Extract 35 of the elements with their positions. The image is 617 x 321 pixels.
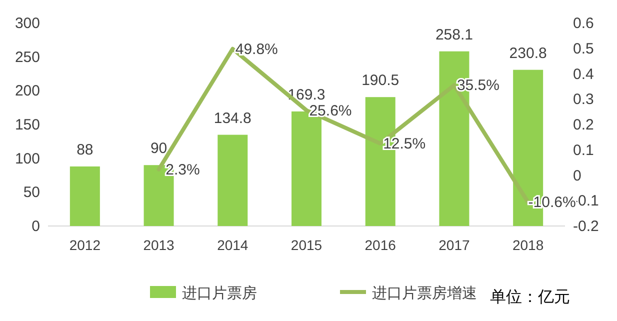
x-tick-label: 2016 <box>364 237 396 253</box>
y2-tick-label: 0.3 <box>573 91 594 108</box>
data-label: 134.8 <box>214 110 252 127</box>
y-tick-label: 250 <box>14 48 40 66</box>
x-tick-label: 2018 <box>512 237 544 253</box>
data-label: 258.1 <box>435 26 473 44</box>
x-tick-label: 2012 <box>69 237 101 253</box>
y2-tick-label: 0.5 <box>573 40 594 58</box>
y-tick-label: 100 <box>14 150 40 168</box>
x-tick-label: 2013 <box>143 237 175 253</box>
y2-tick-label: 0.4 <box>573 66 594 83</box>
data-label: 25.6% <box>309 102 352 120</box>
x-tick-label: 2014 <box>217 237 248 253</box>
y2-tick-label: 0.6 <box>573 15 594 32</box>
y2-tick-label: 0.2 <box>573 116 594 134</box>
y-tick-label: 150 <box>14 116 40 134</box>
data-label: 190.5 <box>362 72 400 90</box>
bar <box>70 166 100 226</box>
y2-tick-label: -0.2 <box>573 218 599 235</box>
legend-label: 进口片票房增速 <box>372 285 477 302</box>
legend-label: 进口片票房 <box>182 285 257 302</box>
y-tick-label: 300 <box>14 15 40 32</box>
y2-tick-label: 0.1 <box>573 142 594 159</box>
y-tick-label: 0 <box>32 218 40 235</box>
data-label: 90 <box>150 140 168 158</box>
data-label: 230.8 <box>509 44 547 62</box>
y-tick-label: 50 <box>23 184 40 202</box>
y2-tick-label: 0 <box>573 167 582 184</box>
bar <box>218 134 248 226</box>
data-label: 49.8% <box>235 40 278 58</box>
x-tick-label: 2015 <box>290 237 322 253</box>
data-label: 88 <box>76 141 94 158</box>
x-tick-label: 2017 <box>438 237 470 253</box>
y-tick-label: 200 <box>14 82 40 100</box>
text: 单位：亿元 <box>490 288 570 306</box>
